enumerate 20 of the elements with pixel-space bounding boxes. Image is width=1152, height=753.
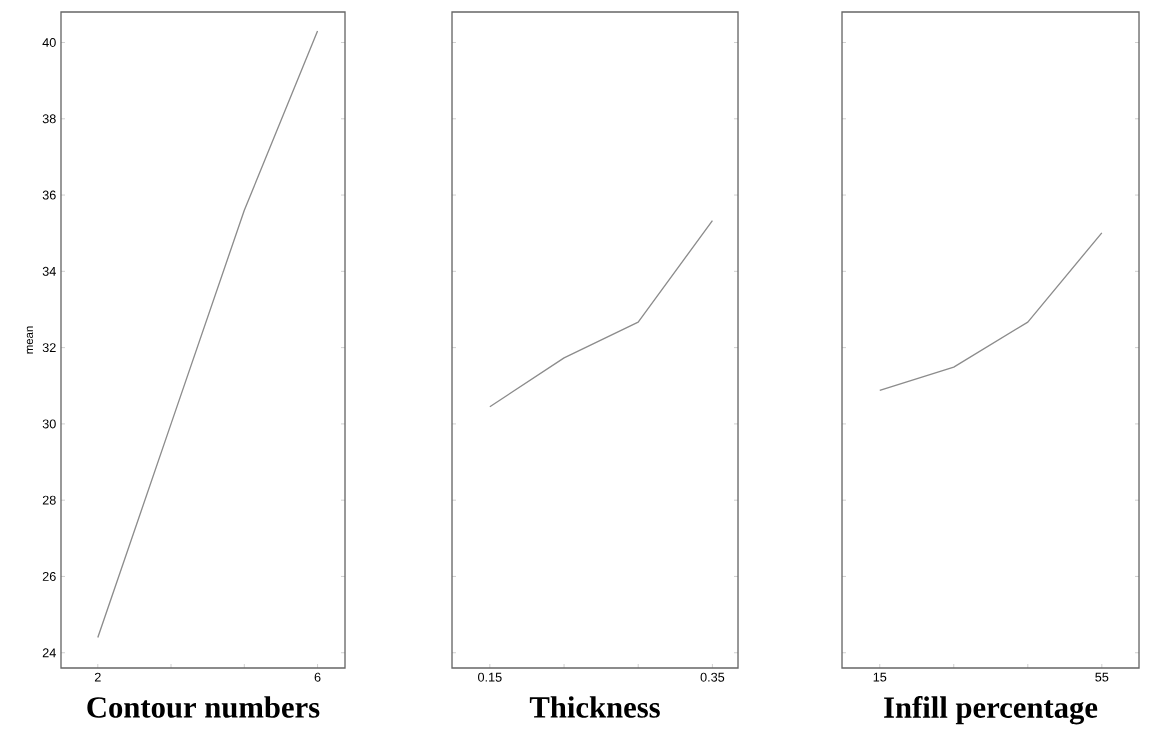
y-tick-label: 34	[42, 266, 56, 276]
x-axis-title: Contour numbers	[87, 696, 320, 718]
y-tick-label: 30	[42, 419, 56, 429]
line-series	[97, 30, 319, 639]
x-tick-label: 0.35	[700, 672, 725, 682]
x-tick-label: 2	[94, 672, 101, 682]
y-tick-label: 38	[42, 114, 56, 124]
x-tick-label: 0.15	[478, 672, 502, 682]
x-axis-title: Thickness	[529, 696, 660, 718]
x-tick-label: 6	[314, 672, 321, 682]
y-axis-title: mean	[26, 326, 34, 354]
y-tick-label: 26	[42, 571, 56, 581]
y-tick-label: 32	[42, 343, 56, 353]
x-tick-label: 55	[1095, 672, 1109, 682]
y-tick-label: 28	[42, 495, 56, 505]
x-tick-label: 15	[873, 672, 887, 682]
y-tick-label: 36	[42, 190, 56, 200]
y-tick-label: 24	[42, 648, 56, 658]
x-axis-title: Infill percentage	[884, 696, 1098, 725]
y-tick-label: 40	[42, 38, 56, 47]
